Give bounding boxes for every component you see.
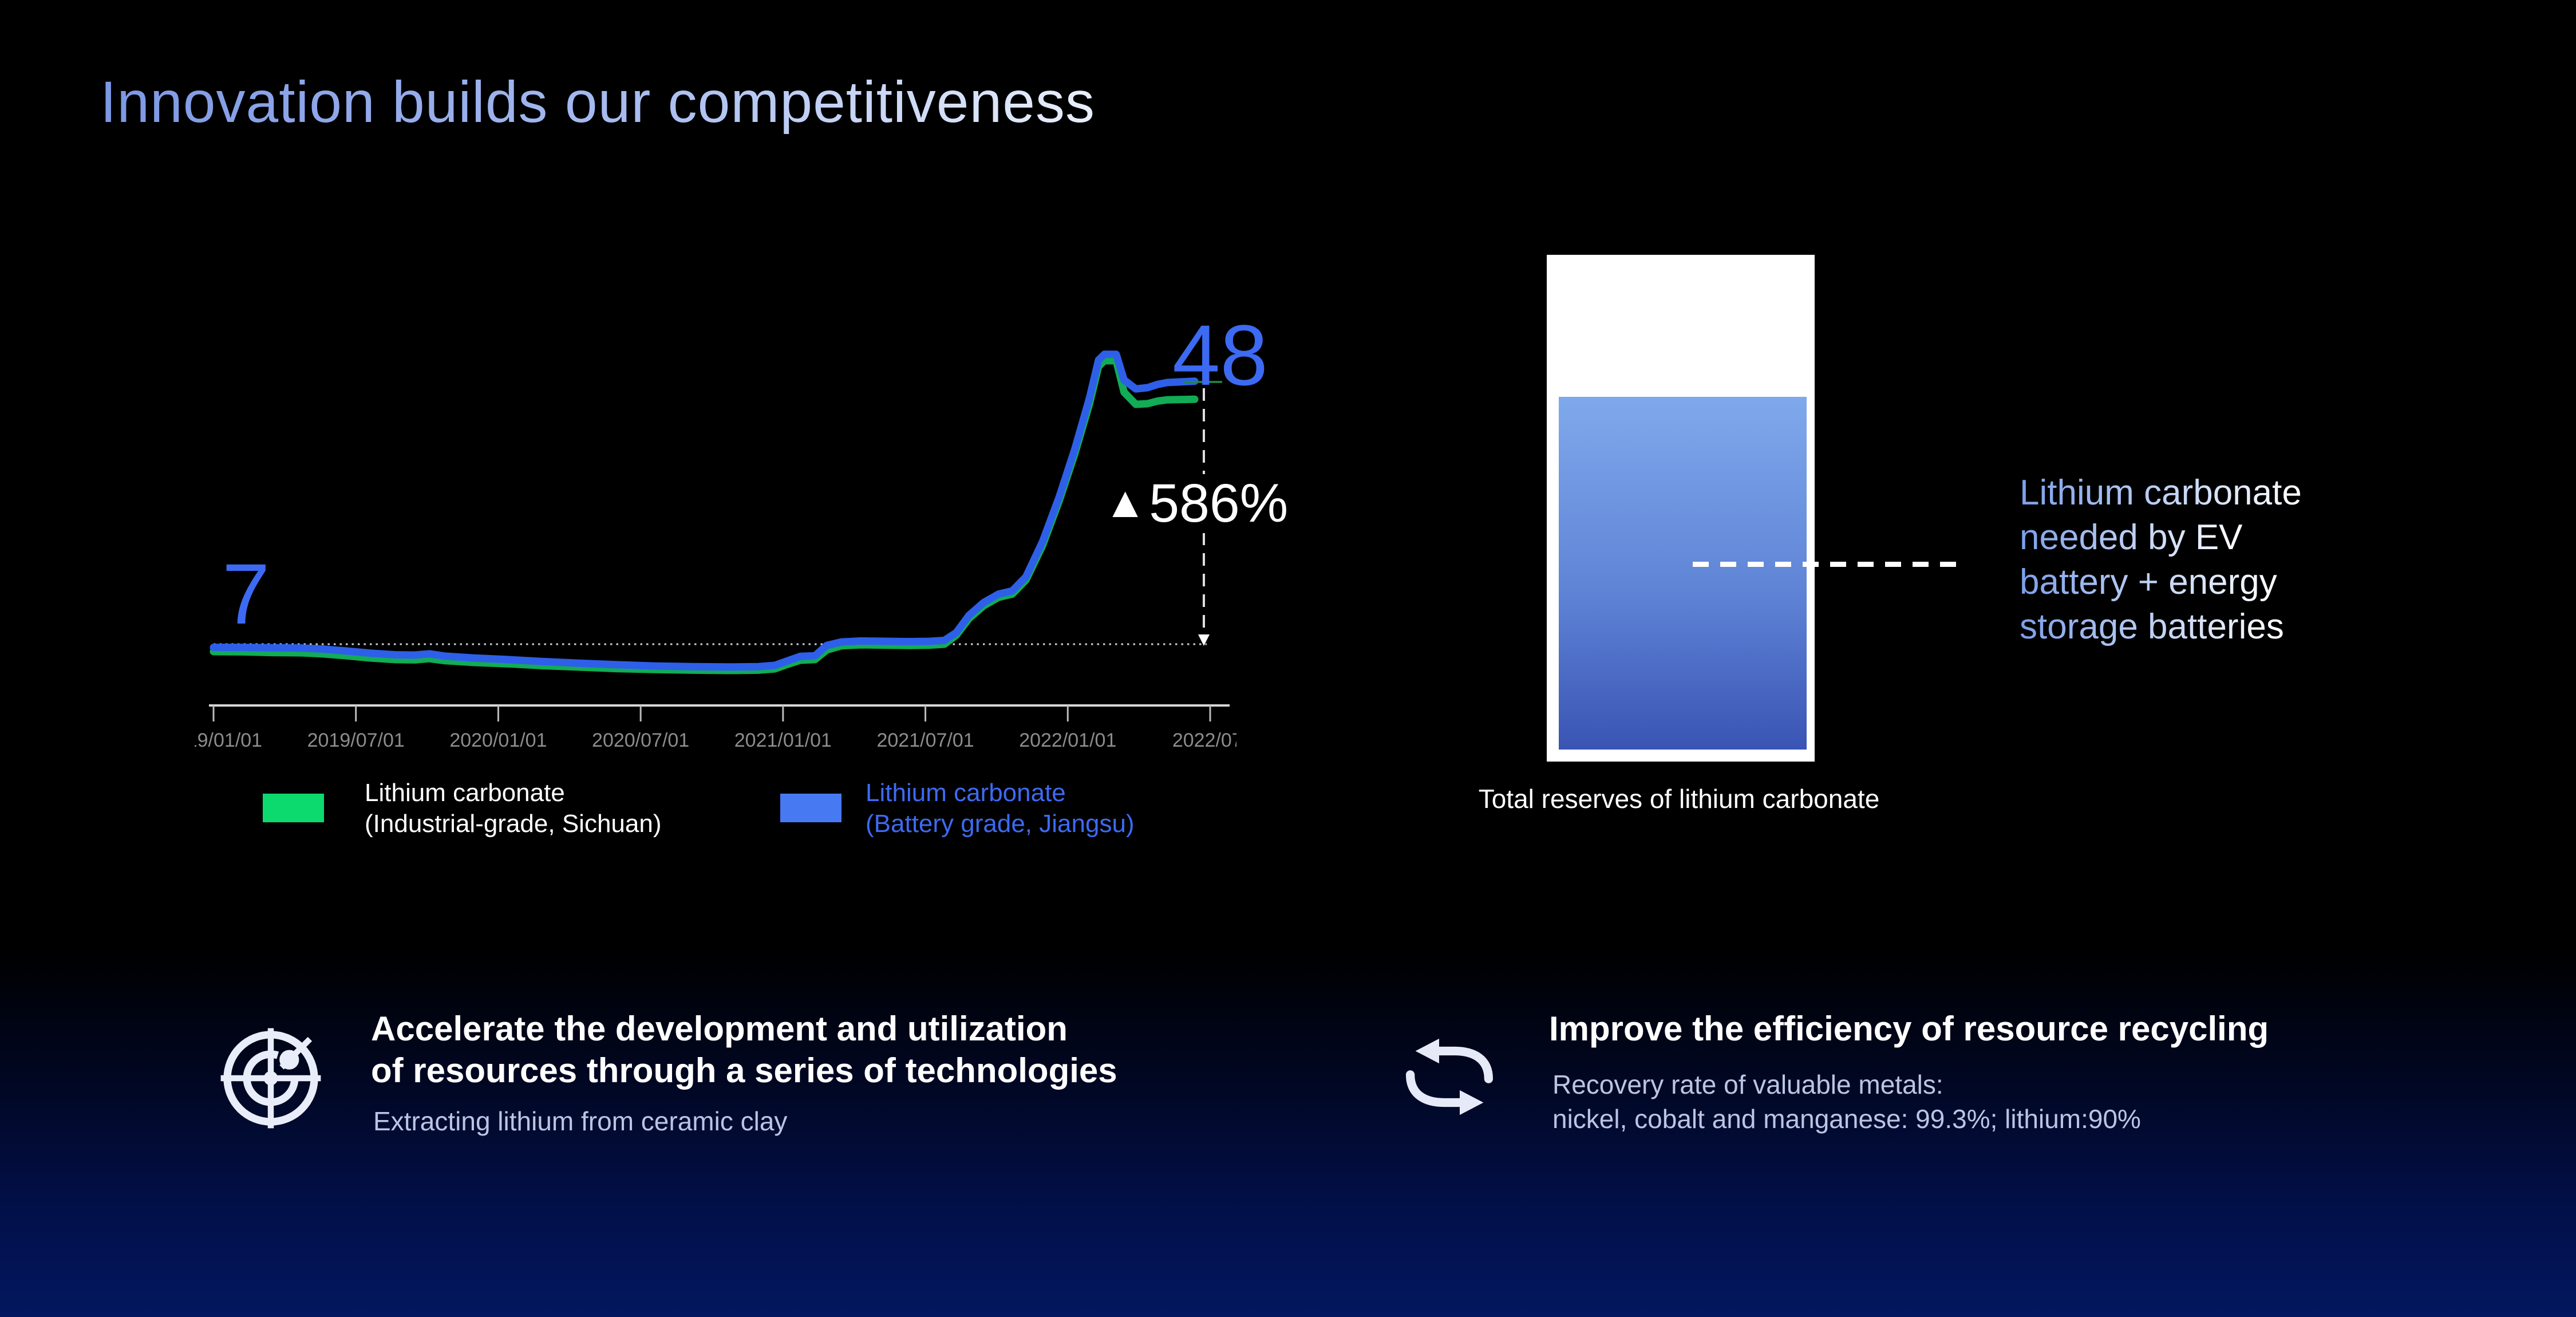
callout-left-heading: Accelerate the development and utilizati… [371,1008,1117,1091]
recycle-arrows-icon [1405,1038,1494,1115]
reserves-text-line: battery + energy [2020,560,2277,605]
x-axis-tick-label: 2022/07/ [1172,730,1236,751]
reserves-text-line: Lithium carbonate [2020,471,2302,515]
legend-label-line: (Battery grade, Jiangsu) [866,810,1135,838]
end-value-label: 48 [1172,307,1268,403]
reserves-caption: Total reserves of lithium carbonate [1478,784,1880,814]
callout-right-subtext: Recovery rate of valuable metals: nickel… [1552,1067,2141,1136]
x-axis-tick-label: 2020/01/01 [449,730,547,751]
series-line-battery [210,350,1199,671]
legend-swatch-industrial [263,794,324,822]
legend-label-line: Lithium carbonate [365,779,565,807]
callout-heading-line: of resources through a series of technol… [371,1051,1117,1090]
arrowhead-down-icon [1198,634,1210,646]
percent-change-value: 586% [1149,473,1289,534]
callout-subtext-line: Recovery rate of valuable metals: [1552,1070,1943,1099]
x-axis-tick-label: 2019/07/01 [307,730,405,751]
reserves-dashed-line [1693,562,1965,567]
radar-target-icon [220,1028,321,1129]
reserves-text-line: needed by EV [2020,515,2243,560]
reserves-tank [1547,255,1815,762]
reserves-tank-fill [1559,397,1807,750]
legend-label-industrial: Lithium carbonate (Industrial-grade, Sic… [365,778,661,839]
x-axis-tick-label: 2020/07/01 [592,730,689,751]
start-value-label: 7 [222,546,270,642]
x-axis-tick-label: 2022/01/01 [1019,730,1116,751]
legend-label-line: (Industrial-grade, Sichuan) [365,810,662,838]
x-axis-tick-label: 2021/01/01 [734,730,832,751]
page-title: Innovation builds our competitiveness [100,69,1095,135]
reserves-needed-text: Lithium carbonate needed by EV battery +… [2020,471,2302,649]
callout-heading-line: Accelerate the development and utilizati… [371,1010,1068,1048]
reserves-text-line: storage batteries [2020,605,2284,649]
series-line-industrial [210,357,1199,675]
legend-swatch-battery [780,794,841,822]
callout-right-heading: Improve the efficiency of resource recyc… [1549,1010,2269,1048]
percent-change-annotation: ▲586% [1098,474,1294,533]
callout-subtext-line: nickel, cobalt and manganese: 99.3%; lit… [1552,1104,2141,1134]
legend-label-battery: Lithium carbonate (Battery grade, Jiangs… [866,778,1135,839]
price-line-chart: 2019/01/01 2019/07/01 2020/01/01 2020/07/01… [195,350,1236,751]
callout-left-subtext: Extracting lithium from ceramic clay [373,1106,788,1136]
x-axis-tick-label: 2021/07/01 [876,730,974,751]
x-axis-tick-label: 2019/01/01 [195,730,262,751]
up-triangle-icon: ▲ [1104,478,1147,527]
legend-label-line: Lithium carbonate [866,779,1066,807]
